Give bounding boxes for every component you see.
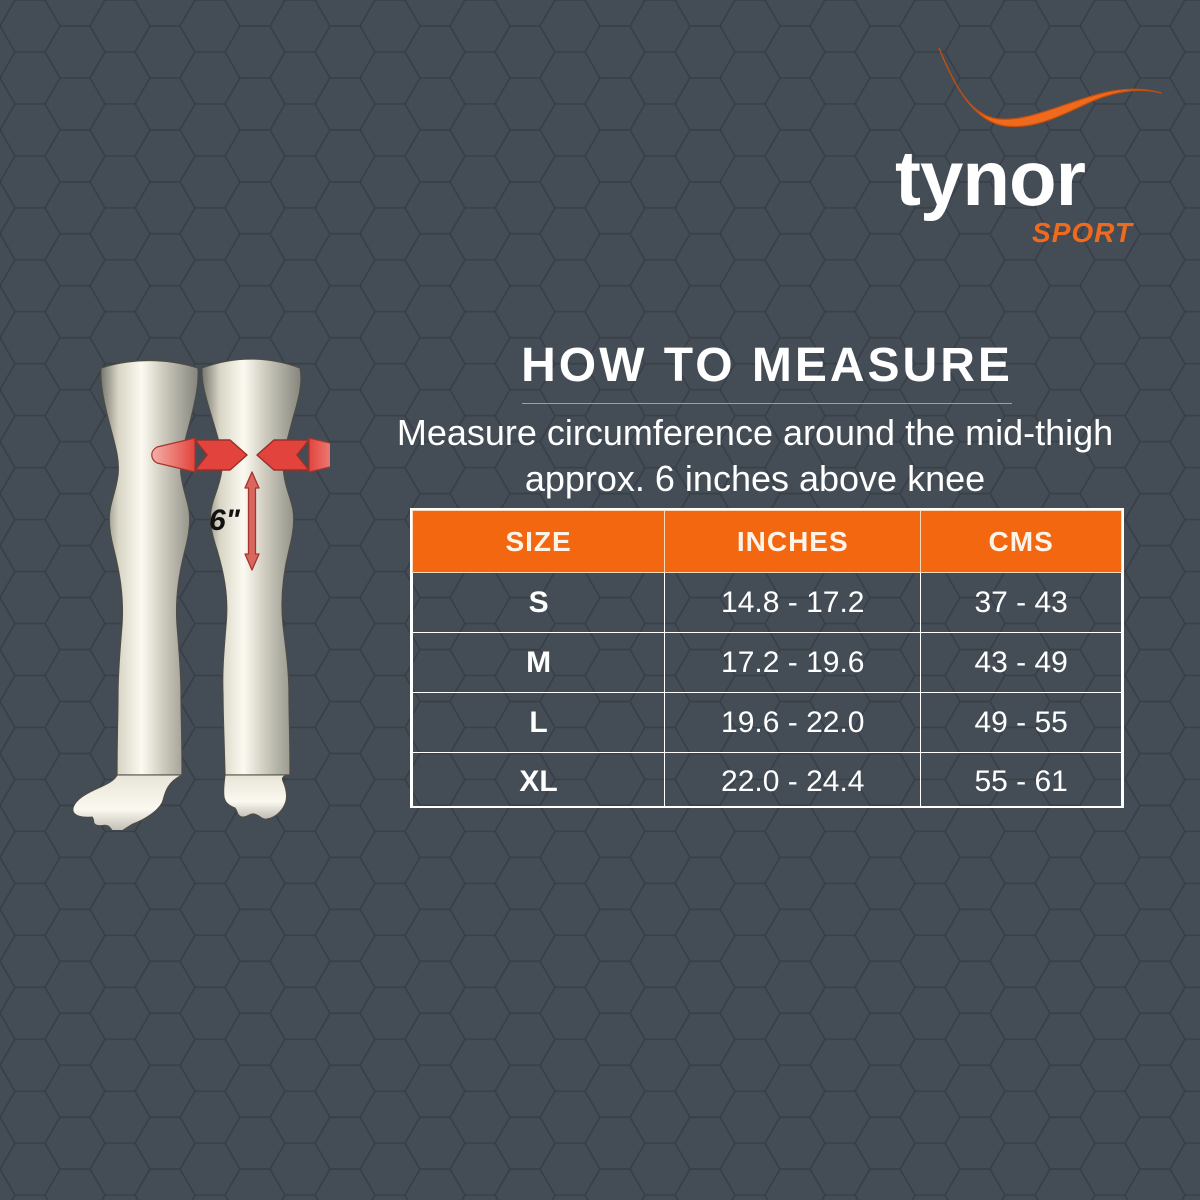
svg-text:6": 6" (209, 504, 241, 537)
